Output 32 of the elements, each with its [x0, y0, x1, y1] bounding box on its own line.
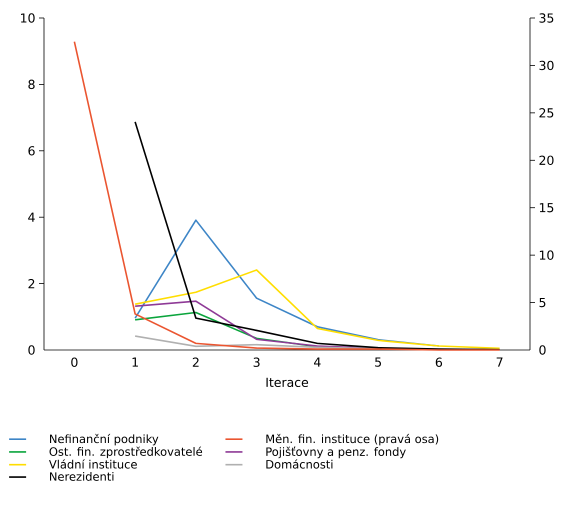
y2-tick-label: 15	[540, 203, 554, 212]
y2-tick-label: 25	[539, 108, 554, 118]
y2-tick-label: 20	[539, 156, 554, 165]
y-tick-label: 8	[28, 80, 35, 90]
y2-tick-label: 35	[539, 13, 554, 23]
y-tick-label: 4	[28, 212, 35, 222]
x-tick-label: 6	[436, 358, 442, 367]
x-tick-label: 5	[375, 358, 381, 367]
x-tick-label: 0	[71, 358, 78, 367]
y2-tick-label: 5	[539, 298, 546, 308]
y2-tick-label: 10	[540, 250, 554, 260]
legend-label: Ost. fin. zprostředkovatelé	[50, 446, 202, 458]
legend-label: Měn. fin. instituce (pravá osa)	[266, 434, 438, 446]
line-series	[74, 40, 500, 351]
x-tick-label: 7	[496, 358, 503, 367]
y-tick-label: 2	[28, 278, 34, 288]
legend-label: Domácnosti	[266, 459, 332, 469]
legend-label: Nefinanční podniky	[50, 434, 158, 446]
y-tick-label: 10	[21, 13, 35, 23]
legend-label: Nerezidenti	[50, 472, 114, 481]
y-tick-label: 0	[28, 345, 35, 355]
legend-label: Pojišťovny a penz. fondy	[266, 446, 406, 458]
y2-tick-label: 0	[539, 345, 546, 355]
x-tick-label: 3	[254, 358, 260, 367]
line-series	[134, 269, 500, 350]
legend-label: Vládní instituce	[48, 459, 137, 469]
x-tick-label: 4	[314, 358, 321, 367]
x-tick-label: 2	[192, 358, 199, 367]
x-axis-title: Iterace	[266, 378, 308, 388]
y-tick-label: 6	[28, 146, 35, 156]
x-tick-label: 1	[132, 358, 138, 367]
y2-tick-label: 30	[539, 60, 554, 70]
